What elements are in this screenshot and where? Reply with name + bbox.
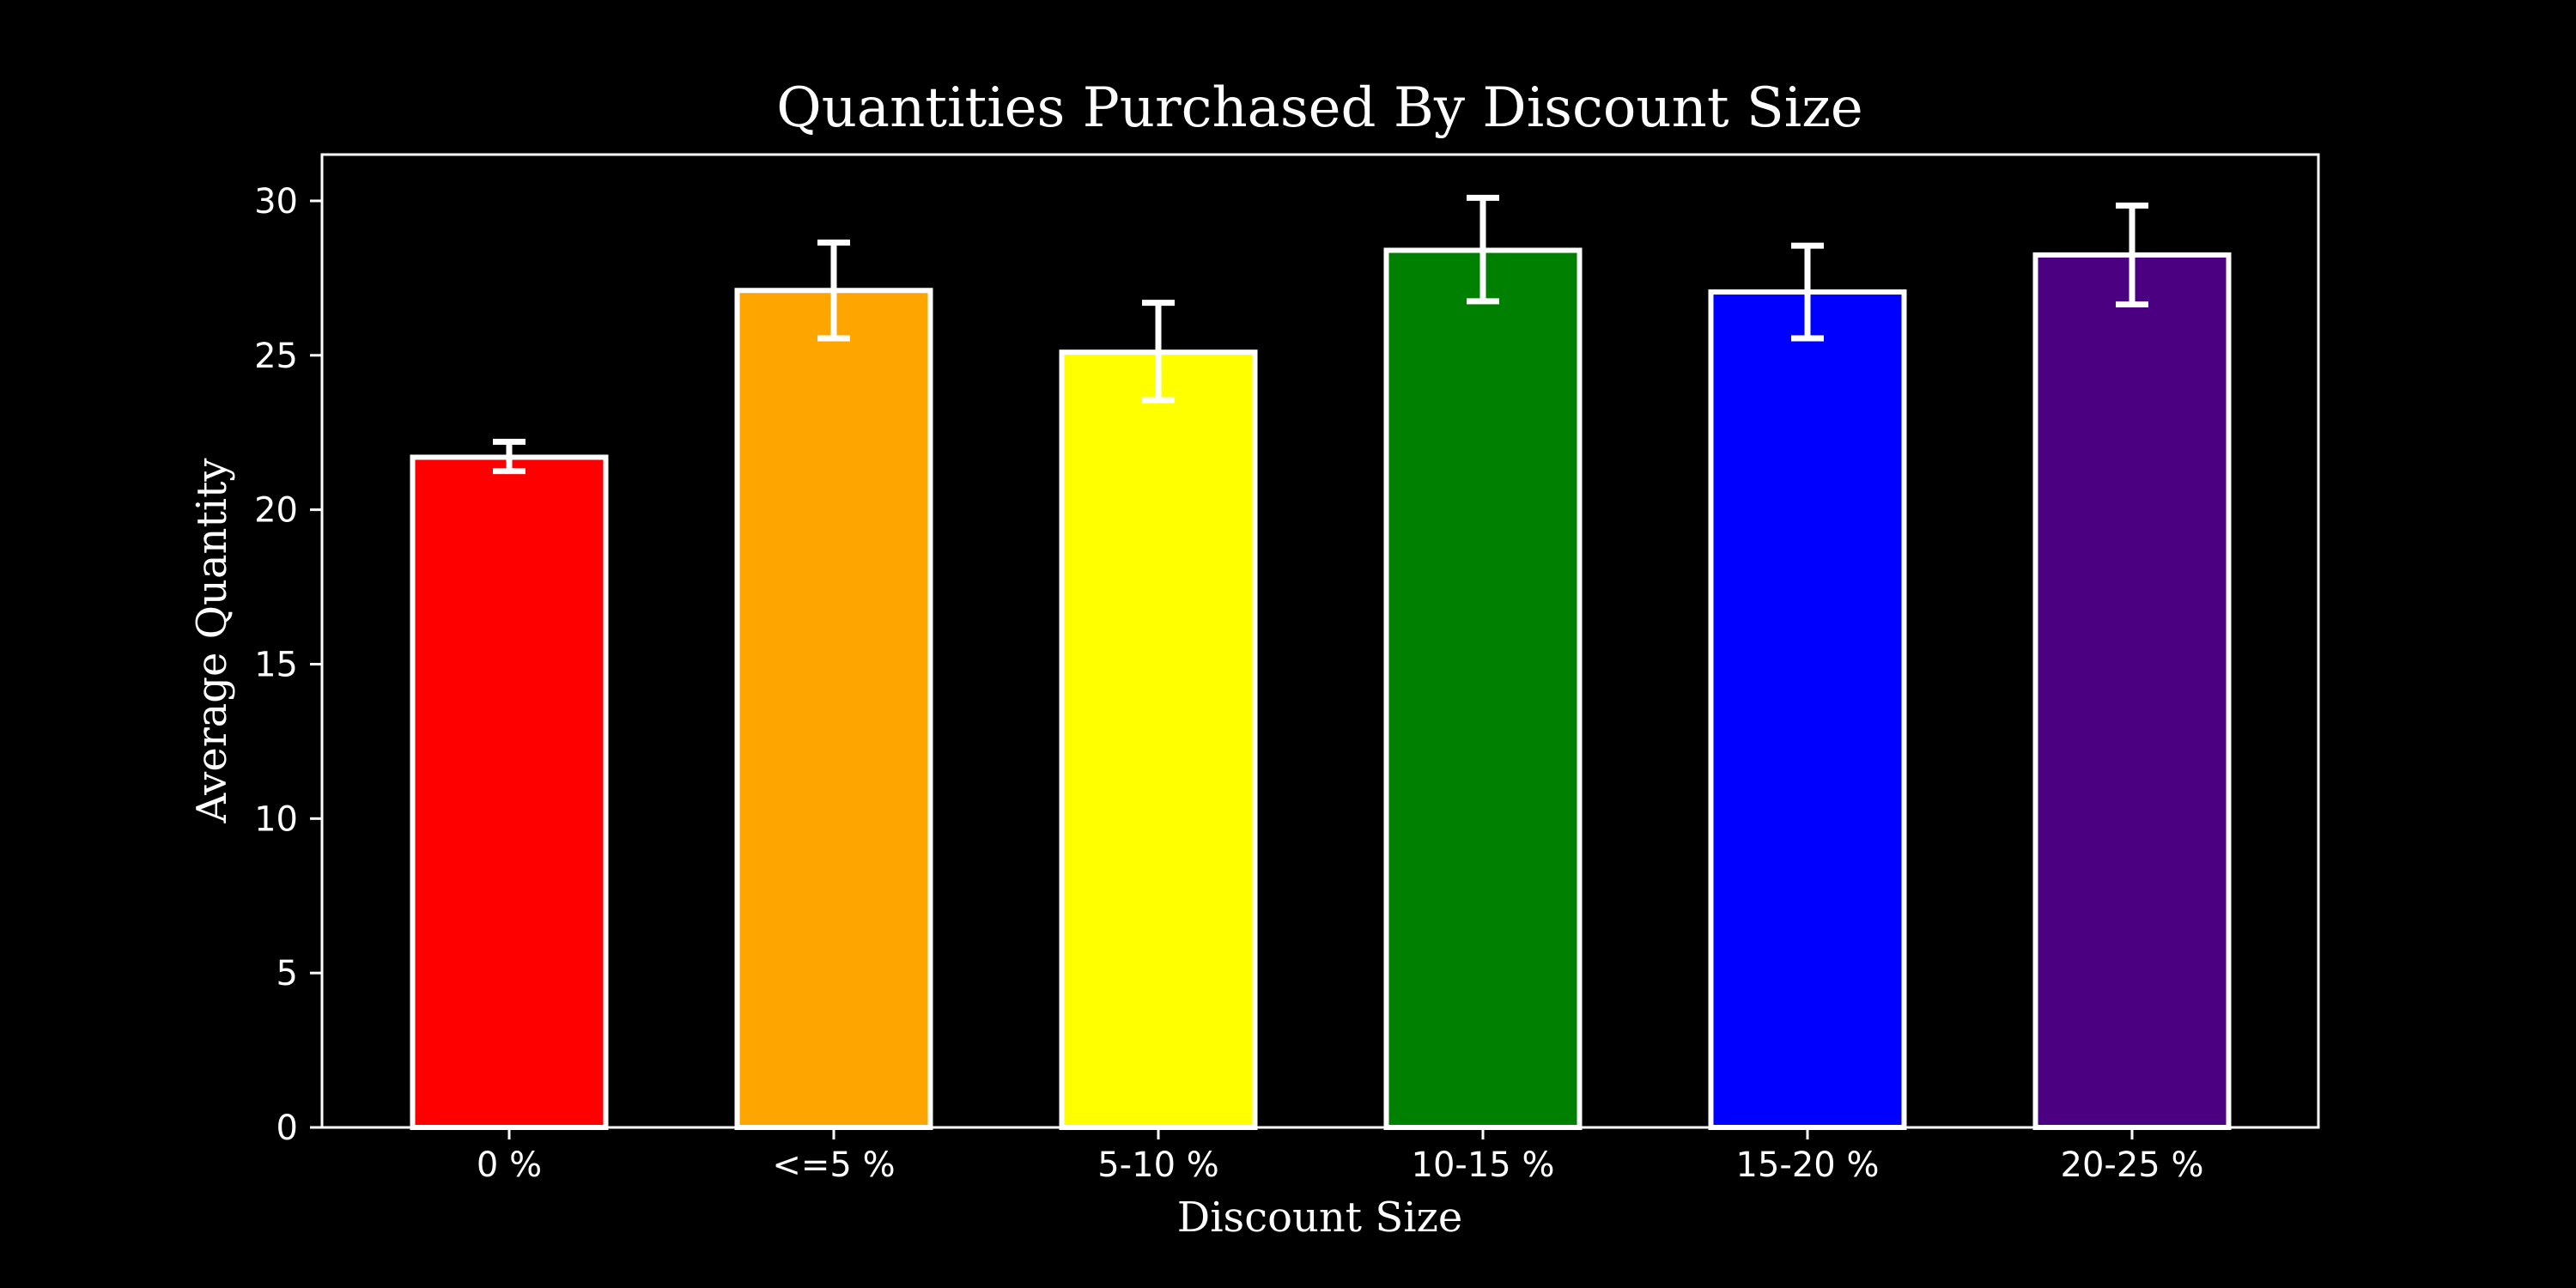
- bar-1: [734, 288, 933, 1130]
- bars-layer: [410, 247, 2232, 1130]
- x-axis-ticks: 0 % <=5 % 5-10 % 10-15 % 15-20 % 20-25 %: [477, 1127, 2204, 1185]
- x-axis-label: Discount Size: [1177, 1194, 1463, 1242]
- y-tick-label-1: 5: [276, 954, 298, 993]
- y-tick-label-2: 10: [254, 799, 298, 839]
- bar-4: [1708, 289, 1907, 1130]
- bar-0: [410, 454, 609, 1130]
- y-tick-label-0: 0: [276, 1109, 298, 1148]
- error-bar-5: [2116, 202, 2148, 307]
- chart-title: Quantities Purchased By Discount Size: [776, 76, 1863, 140]
- error-bar-1: [817, 240, 850, 342]
- x-tick-label-5: 20-25 %: [2061, 1145, 2204, 1185]
- x-tick-label-1: <=5 %: [772, 1145, 895, 1185]
- x-tick-label-3: 10-15 %: [1412, 1145, 1555, 1185]
- x-tick-label-4: 15-20 %: [1736, 1145, 1880, 1185]
- y-tick-label-5: 25: [254, 337, 298, 376]
- y-tick-label-4: 20: [254, 491, 298, 531]
- error-bar-3: [1467, 194, 1499, 305]
- bar-3: [1383, 247, 1583, 1130]
- error-bar-4: [1791, 242, 1824, 342]
- y-tick-label-6: 30: [254, 182, 298, 222]
- bar-2: [1059, 349, 1258, 1130]
- x-tick-label-0: 0 %: [477, 1145, 542, 1185]
- y-axis-ticks: 0 5 10 15 20 25 30: [254, 182, 322, 1148]
- plot-frame: [320, 153, 2320, 1129]
- error-bar-0: [493, 439, 526, 475]
- bar-5: [2032, 252, 2232, 1130]
- error-bars-layer: [493, 194, 2148, 475]
- error-bar-2: [1142, 300, 1175, 404]
- x-tick-label-2: 5-10 %: [1097, 1145, 1219, 1185]
- y-tick-label-3: 15: [254, 645, 298, 684]
- y-axis-label: Average Quantity: [188, 458, 236, 823]
